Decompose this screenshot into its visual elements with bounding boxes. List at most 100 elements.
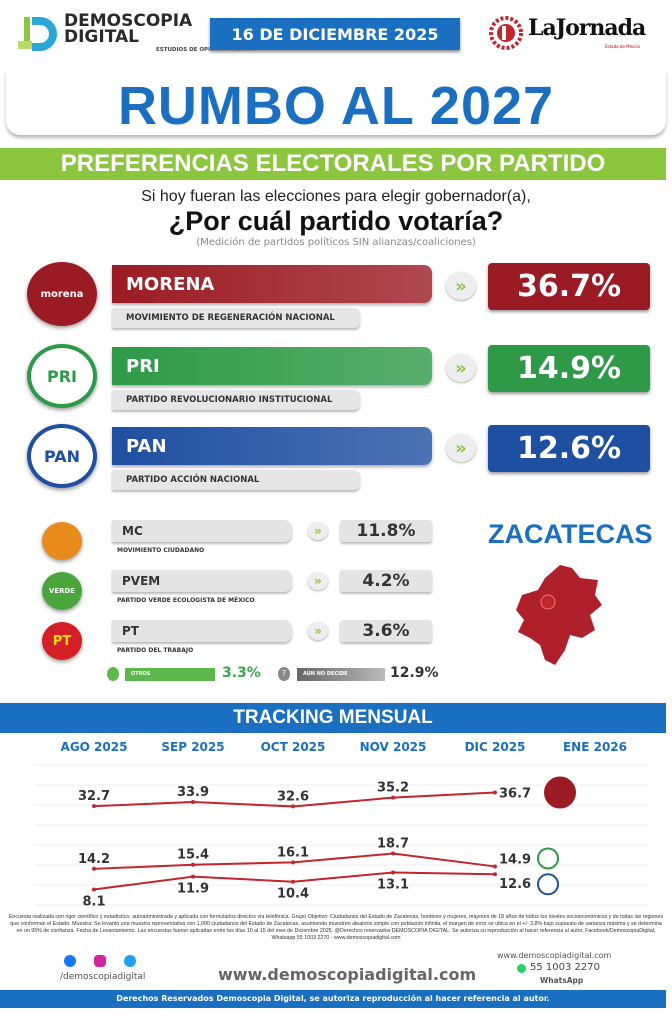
month-label: DIC 2025	[464, 740, 526, 754]
data-point	[92, 866, 96, 871]
chevron-right-icon: »	[308, 572, 328, 590]
website-link[interactable]: www.demoscopiadigital.com	[218, 965, 477, 984]
party-logo-morena: morena	[27, 262, 97, 326]
data-point	[391, 851, 395, 856]
section-title: PREFERENCIAS ELECTORALES POR PARTIDO	[0, 148, 666, 180]
party-logo-pt: PT	[42, 622, 82, 660]
month-label: AGO 2025	[60, 740, 128, 754]
data-label: 11.9	[177, 882, 209, 897]
phone-number: 55 1003 2270	[530, 962, 600, 973]
data-point	[493, 790, 497, 795]
party-bar-pt: PT	[112, 620, 292, 642]
social-handle[interactable]: /demoscopiadigital	[60, 972, 146, 982]
party-logo-pan: PAN	[27, 424, 97, 488]
party-fullname: MOVIMIENTO CIUDADANO	[117, 547, 205, 554]
data-point	[391, 795, 395, 800]
party-value: 14.9%	[488, 345, 650, 392]
party-logo-pri: PRI	[27, 344, 97, 408]
data-point	[391, 870, 395, 875]
whatsapp-icon	[517, 964, 526, 973]
tracking-chart: 32.7 33.9 32.6 35.2 36.7 14.2 15.4 16.1 18.7 14.9…	[35, 764, 648, 909]
chevron-right-icon: »	[446, 434, 476, 462]
data-point	[191, 800, 195, 805]
data-label: 14.2	[78, 852, 110, 867]
party-bar-pan: PAN	[112, 427, 432, 465]
party-fullname: PARTIDO ACCIÓN NACIONAL	[112, 470, 360, 490]
instagram-icon[interactable]	[94, 955, 106, 967]
data-point	[493, 864, 497, 869]
whatsapp-label: WhatsApp	[540, 976, 584, 985]
methodology-note: Encuesta realizada con rigor científico …	[8, 914, 664, 941]
party-value: 11.8%	[340, 520, 432, 542]
website-small[interactable]: www.demoscopiadigital.com	[497, 951, 612, 960]
party-fullname: PARTIDO VERDE ECOLOGISTA DE MÉXICO	[117, 597, 255, 604]
zacatecas-map-icon	[516, 565, 602, 665]
party-bar-morena: MORENA	[112, 265, 432, 303]
data-label: 12.6	[499, 877, 531, 892]
party-value: 12.6%	[488, 425, 650, 472]
data-point	[291, 860, 295, 865]
data-point	[92, 887, 96, 892]
question-icon: ?	[278, 667, 290, 681]
chart-title: TRACKING MENSUAL	[0, 703, 666, 733]
party-value: 36.7%	[488, 263, 650, 310]
data-label: 14.9	[499, 852, 531, 867]
data-point	[92, 804, 96, 809]
party-fullname: MOVIMIENTO DE REGENERACIÓN NACIONAL	[112, 308, 360, 328]
page-title: RUMBO AL 2027	[117, 76, 555, 136]
undecided-value: 12.9%	[390, 665, 439, 681]
data-point	[291, 879, 295, 884]
data-label: 35.2	[377, 781, 409, 796]
data-label: 32.6	[277, 789, 309, 804]
party-badge-morena-icon	[544, 776, 576, 809]
data-label: 33.9	[177, 785, 209, 800]
partner-sub: Estado de México	[605, 44, 641, 49]
demoscopia-logo-icon	[18, 17, 57, 51]
question-line2: ¿Por cuál partido votaría?	[168, 206, 504, 236]
rights-banner: Derechos Reservados Demoscopia Digital, …	[0, 990, 666, 1008]
la-jornada-logo-icon	[489, 16, 523, 50]
question-line1: Si hoy fueran las elecciones para elegir…	[141, 188, 531, 205]
twitter-icon[interactable]	[124, 955, 136, 967]
chevron-right-icon: »	[446, 354, 476, 382]
party-badge-pri-icon	[537, 847, 559, 870]
facebook-icon[interactable]	[64, 955, 76, 967]
month-label: ENE 2026	[562, 740, 627, 754]
question-note: (Medición de partidos políticos SIN alia…	[196, 237, 476, 248]
data-label: 8.1	[82, 894, 105, 909]
chevron-right-icon: »	[308, 622, 328, 640]
party-logo-pvem: VERDE	[42, 572, 82, 610]
party-fullname: PARTIDO DEL TRABAJO	[117, 647, 194, 654]
month-label: NOV 2025	[359, 740, 427, 754]
party-bar-pri: PRI	[112, 347, 432, 385]
person-icon	[107, 667, 119, 681]
data-label: 10.4	[277, 887, 309, 902]
partner-name: LaJornada	[528, 15, 646, 41]
party-logo-mc	[42, 522, 82, 560]
date-badge: 16 DE DICIEMBRE 2025	[210, 18, 460, 50]
data-point	[493, 872, 497, 877]
party-badge-pan-icon	[537, 873, 559, 896]
party-bar-pvem: PVEM	[112, 570, 292, 592]
data-label: 16.1	[277, 845, 309, 860]
others-bar: OTROS	[125, 668, 215, 681]
data-point	[291, 804, 295, 809]
party-value: 4.2%	[340, 570, 432, 592]
data-point	[191, 862, 195, 867]
data-label: 18.7	[377, 837, 409, 852]
state-name: ZACATECAS	[488, 519, 653, 549]
data-label: 32.7	[78, 789, 110, 804]
brand-line1: DEMOSCOPIA	[64, 11, 193, 31]
data-label: 36.7	[499, 787, 531, 802]
month-label: OCT 2025	[260, 740, 326, 754]
party-bar-mc: MC	[112, 520, 292, 542]
data-label: 15.4	[177, 848, 209, 863]
month-label: SEP 2025	[161, 740, 225, 754]
party-fullname: PARTIDO REVOLUCIONARIO INSTITUCIONAL	[112, 390, 360, 410]
brand-tagline: ESTUDIOS DE OPINIÓN PÚBLICA	[156, 47, 255, 53]
undecided-bar: AÚN NO DECIDE	[297, 668, 385, 681]
data-point	[191, 874, 195, 879]
data-label: 13.1	[377, 878, 409, 893]
others-value: 3.3%	[222, 665, 261, 681]
brand-name: DEMOSCOPIA DIGITAL	[64, 11, 193, 46]
